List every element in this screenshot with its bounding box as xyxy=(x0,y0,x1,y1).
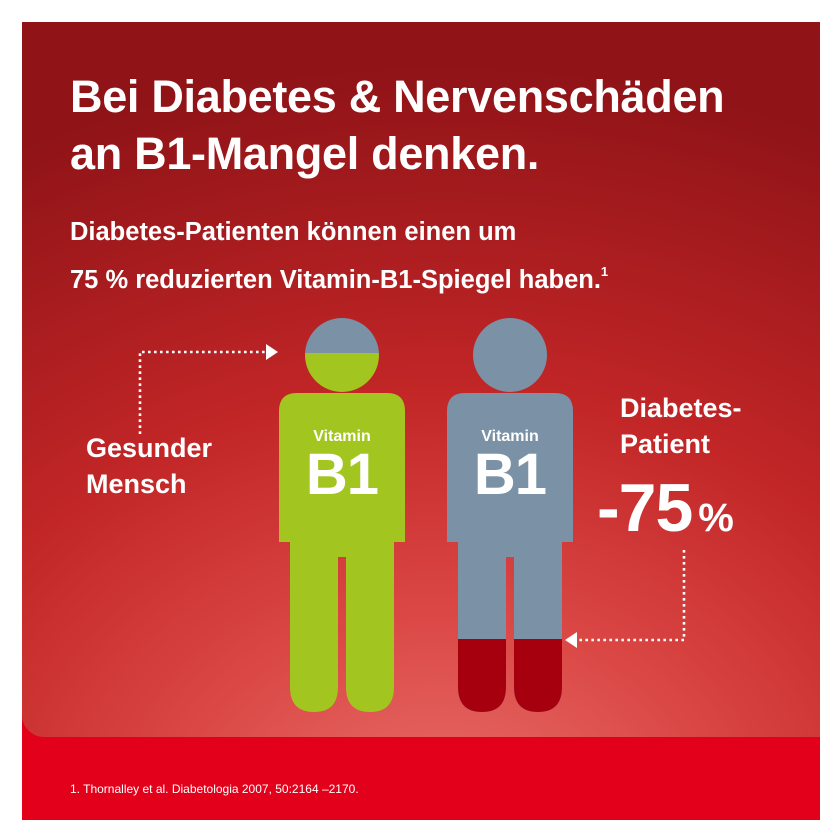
patient-vitamin-label: Vitamin B1 xyxy=(450,428,570,504)
patient-label-line-1: Diabetes- xyxy=(620,393,742,423)
patient-pointer-arrow xyxy=(565,550,686,648)
reduction-unit: % xyxy=(698,496,734,540)
headline-line-1: Bei Diabetes & Nervenschäden xyxy=(70,71,725,122)
patient-b1-level xyxy=(447,639,573,712)
reduction-percentage: -75% xyxy=(597,469,734,547)
patient-label: Diabetes- Patient xyxy=(620,390,742,462)
patient-head xyxy=(473,318,547,392)
infographic-frame: Bei Diabetes & Nervenschäden an B1-Mange… xyxy=(22,22,820,820)
infographic-panel: Bei Diabetes & Nervenschäden an B1-Mange… xyxy=(22,22,820,737)
footnote-mark: 1 xyxy=(600,264,609,279)
headline: Bei Diabetes & Nervenschäden an B1-Mange… xyxy=(70,68,810,182)
patient-vitamin-small: Vitamin xyxy=(481,428,539,445)
patient-vitamin-big: B1 xyxy=(473,442,547,507)
healthy-vitamin-small: Vitamin xyxy=(313,428,371,445)
figures-illustration xyxy=(138,318,686,712)
healthy-pointer-arrow xyxy=(138,344,278,434)
healthy-label-line-2: Mensch xyxy=(86,469,187,499)
reduction-value: -75 xyxy=(597,470,693,546)
subheadline-line-2: 75 % reduzierten Vitamin-B1-Spiegel habe… xyxy=(70,252,810,300)
healthy-head xyxy=(305,318,379,392)
healthy-vitamin-label: Vitamin B1 xyxy=(282,428,402,504)
patient-label-line-2: Patient xyxy=(620,429,711,459)
footnote: 1. Thornalley et al. Diabetologia 2007, … xyxy=(70,782,359,796)
healthy-vitamin-big: B1 xyxy=(305,442,379,507)
subheadline: Diabetes-Patienten können einen um 75 % … xyxy=(70,212,810,300)
subheadline-line-2-text: 75 % reduzierten Vitamin-B1-Spiegel habe… xyxy=(70,266,601,294)
healthy-head-filled-part xyxy=(305,353,379,392)
headline-line-2: an B1-Mangel denken. xyxy=(70,128,540,179)
subheadline-line-1: Diabetes-Patienten können einen um xyxy=(70,218,517,246)
healthy-head-empty-part xyxy=(305,318,379,353)
healthy-label-line-1: Gesunder xyxy=(86,433,213,463)
healthy-label: Gesunder Mensch xyxy=(86,430,212,502)
